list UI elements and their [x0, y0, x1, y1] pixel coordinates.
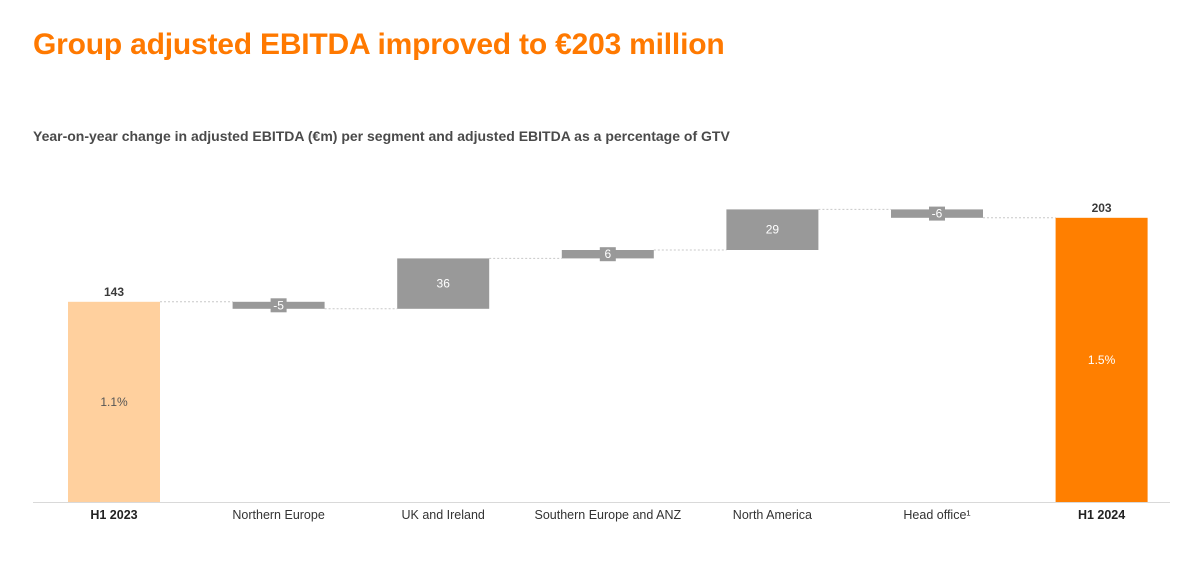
value-label-h1-2024: 203 [1092, 201, 1112, 215]
category-label-h1-2024: H1 2024 [1078, 508, 1125, 522]
connector-lines [160, 208, 1056, 310]
bar-uk-and-ireland [397, 258, 490, 309]
page-title: Group adjusted EBITDA improved to €203 m… [33, 28, 725, 61]
value-label-h1-2023: 143 [104, 285, 124, 299]
category-label-h1-2023: H1 2023 [90, 508, 137, 522]
pct-gtv-label-h1-2023: 1.1% [100, 395, 128, 409]
bar-h1-2023 [68, 301, 160, 502]
category-label-head-office: Head office¹ [903, 508, 970, 522]
category-label-north-america: North America [733, 508, 812, 522]
value-chip-northern-europe [270, 298, 287, 313]
value-label-uk-and-ireland: 36 [437, 277, 451, 291]
bar-north-america [726, 209, 819, 250]
bar-h1-2024 [1055, 217, 1148, 503]
value-label-southern-europe-and-anz: 6 [604, 247, 611, 261]
pct-gtv-label-h1-2024: 1.5% [1088, 353, 1116, 367]
category-label-southern-europe-and-anz: Southern Europe and ANZ [534, 508, 681, 522]
category-label-uk-and-ireland: UK and Ireland [402, 508, 485, 522]
chart-subtitle: Year-on-year change in adjusted EBITDA (… [33, 128, 730, 144]
value-label-head-office: -6 [932, 207, 943, 221]
value-label-northern-europe: -5 [273, 298, 284, 312]
value-chip-head-office [929, 206, 945, 221]
value-chip-southern-europe-and-anz [599, 247, 616, 262]
labels-group: 143 1.1% H1 2023 -5 Northern Europe 36 UK and … [90, 201, 1125, 522]
value-label-north-america: 29 [766, 223, 780, 237]
category-label-northern-europe: Northern Europe [232, 508, 324, 522]
